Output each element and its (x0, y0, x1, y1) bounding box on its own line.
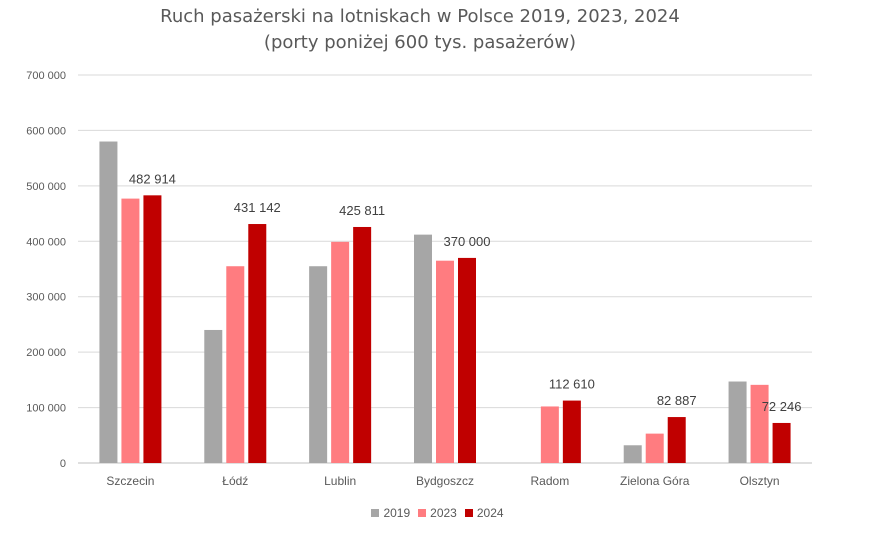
x-tick-label: Szczecin (106, 474, 154, 488)
bar (248, 224, 267, 463)
y-tick-label: 100 000 (26, 403, 66, 415)
bar (458, 257, 476, 463)
legend-item: 2023 (418, 506, 457, 520)
bar (99, 141, 118, 463)
bar (353, 226, 372, 463)
y-tick-label: 500 000 (26, 181, 66, 193)
y-tick-label: 400 000 (26, 236, 66, 248)
legend-swatch (371, 509, 380, 517)
data-label: 482 914 (129, 171, 176, 186)
bar (204, 329, 223, 463)
y-tick-label: 300 000 (26, 292, 66, 304)
bar (121, 198, 140, 463)
bar (309, 266, 328, 463)
chart-title: Ruch pasażerski na lotniskach w Polsce 2… (160, 6, 680, 27)
bar (750, 384, 769, 463)
x-tick-label: Zielona Góra (620, 474, 690, 488)
data-label: 431 142 (234, 200, 281, 215)
data-label: 82 887 (657, 393, 697, 408)
bar (645, 433, 664, 463)
bar (143, 195, 162, 463)
legend-item: 2024 (464, 506, 504, 520)
bar (728, 381, 747, 463)
bar (623, 445, 642, 463)
x-tick-label: Radom (531, 474, 570, 488)
data-label: 425 811 (339, 203, 385, 218)
bar (667, 417, 686, 463)
chart-subtitle: (porty poniżej 600 tys. pasażerów) (263, 32, 577, 53)
data-label: 72 246 (762, 399, 802, 414)
y-tick-label: 700 000 (26, 70, 66, 82)
x-tick-label: Lublin (324, 474, 356, 488)
y-tick-label: 600 000 (26, 125, 66, 137)
legend-item: 2019 (371, 506, 410, 520)
bar (436, 260, 454, 463)
legend-label: 2023 (430, 506, 457, 520)
legend: 2019 2023 2024 (0, 506, 875, 520)
x-tick-label: Bydgoszcz (416, 474, 474, 488)
y-tick-label: 200 000 (26, 347, 66, 359)
bar (226, 266, 245, 463)
legend-label: 2019 (383, 506, 411, 520)
bar (331, 241, 350, 463)
y-tick-label: 0 (60, 458, 66, 470)
bar (772, 422, 791, 463)
bar (562, 400, 581, 463)
data-label: 370 000 (444, 234, 491, 249)
legend-label: 2024 (476, 506, 504, 520)
legend-swatch (464, 509, 473, 517)
bar (414, 234, 432, 463)
x-tick-label: Olsztyn (740, 474, 780, 488)
legend-swatch (418, 509, 427, 517)
bar (540, 406, 559, 463)
data-label: 112 610 (549, 377, 595, 392)
x-tick-label: Łódź (222, 474, 248, 488)
